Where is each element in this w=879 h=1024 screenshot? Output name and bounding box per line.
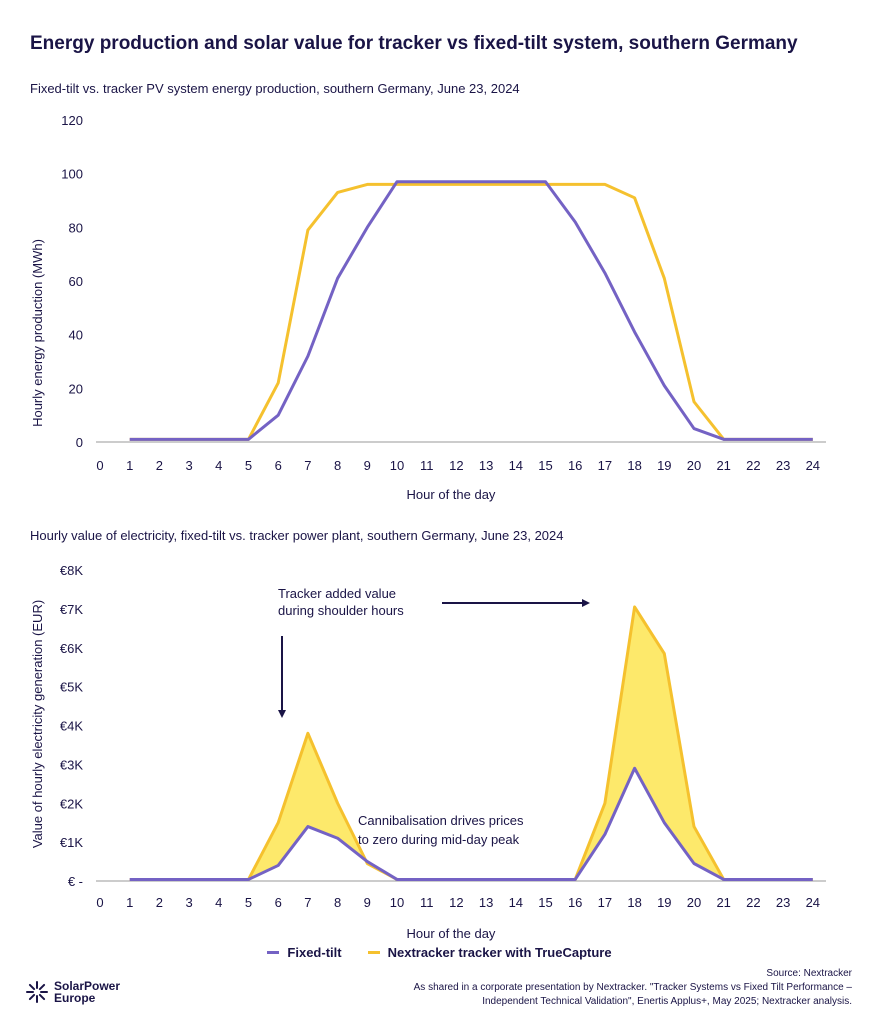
y-tick-label: €2K [60,796,83,811]
legend-label-fixed: Fixed-tilt [287,945,342,960]
cannibal-annotation-line1: Cannibalisation drives prices [358,813,524,828]
x-tick-label: 9 [364,895,371,910]
x-tick-label: 1 [126,895,133,910]
legend-swatch-tracker [367,951,380,954]
x-tick-label: 14 [509,895,523,910]
x-tick-label: 9 [364,458,371,473]
x-tick-label: 13 [479,458,493,473]
legend-item-fixed: Fixed-tilt [267,945,342,960]
x-tick-label: 22 [746,458,760,473]
y-tick-label: 60 [69,274,83,289]
x-tick-label: 19 [657,458,671,473]
x-tick-label: 5 [245,895,252,910]
page-title: Energy production and solar value for tr… [30,33,798,54]
x-tick-label: 10 [390,895,404,910]
x-tick-label: 5 [245,458,252,473]
y-tick-label: €1K [60,835,83,850]
y-tick-label: 100 [61,167,83,182]
source-line3: Independent Technical Validation", Enert… [482,996,852,1007]
x-tick-label: 12 [449,895,463,910]
x-tick-label: 7 [304,895,311,910]
x-tick-label: 18 [627,458,641,473]
x-tick-label: 8 [334,895,341,910]
legend: Fixed-tilt Nextracker tracker with TrueC… [0,945,879,960]
y-tick-label: €3K [60,757,83,772]
legend-item-tracker: Nextracker tracker with TrueCapture [367,945,612,960]
x-tick-label: 11 [420,458,434,473]
shoulder-annotation-line1: Tracker added value [278,586,396,601]
x-tick-label: 23 [776,895,790,910]
x-tick-label: 21 [716,895,730,910]
x-tick-label: 19 [657,895,671,910]
x-tick-label: 14 [509,458,523,473]
x-tick-label: 24 [806,895,820,910]
y-tick-label: €7K [60,602,83,617]
logo-line2: Europe [54,991,96,1005]
x-tick-label: 6 [275,458,282,473]
x-tick-label: 11 [420,895,434,910]
y-axis-label: Value of hourly electricity generation (… [30,600,45,848]
x-tick-label: 17 [598,458,612,473]
x-tick-label: 1 [126,458,133,473]
y-tick-label: 0 [76,435,83,450]
y-tick-label: 80 [69,220,83,235]
x-axis-label: Hour of the day [407,926,496,941]
source-note: Source: Nextracker As shared in a corpor… [332,967,852,1009]
shoulder-annotation-line2: during shoulder hours [278,603,404,618]
solarpower-europe-logo: SolarPower Europe [26,980,120,1004]
x-tick-label: 13 [479,895,493,910]
x-tick-label: 20 [687,895,701,910]
series-line-fixed-tilt [129,766,813,881]
x-tick-label: 0 [96,895,103,910]
logo-line1: SolarPower [54,979,121,993]
tracker-added-value-area [129,606,813,880]
y-tick-label: €8K [60,563,83,578]
sun-burst-icon [26,981,48,1003]
x-tick-label: 2 [156,458,163,473]
x-tick-label: 24 [806,458,820,473]
x-tick-label: 16 [568,458,582,473]
y-axis-label: Hourly energy production (MWh) [30,239,45,427]
legend-swatch-fixed [267,951,280,954]
y-tick-label: 120 [61,113,83,128]
x-tick-label: 16 [568,895,582,910]
cannibal-annotation-line2: to zero during mid-day peak [358,832,520,847]
x-tick-label: 0 [96,458,103,473]
x-tick-label: 4 [215,895,222,910]
y-tick-label: €6K [60,641,83,656]
series-line-tracker [129,182,813,441]
x-axis-label: Hour of the day [407,487,496,502]
y-tick-label: 20 [69,381,83,396]
x-tick-label: 4 [215,458,222,473]
x-tick-label: 7 [304,458,311,473]
x-tick-label: 12 [449,458,463,473]
chart1-title: Fixed-tilt vs. tracker PV system energy … [30,81,520,96]
x-tick-label: 10 [390,458,404,473]
electricity-value-chart: € -€1K€2K€3K€4K€5K€6K€7K€8K 0 1 2 3 4 5 6 7 8 9 10… [30,563,826,941]
x-tick-label: 3 [185,895,192,910]
legend-label-tracker: Nextracker tracker with TrueCapture [387,945,612,960]
x-tick-label: 18 [627,895,641,910]
x-tick-label: 6 [275,895,282,910]
source-line2: As shared in a corporate presentation by… [413,982,852,993]
series-line-fixed-tilt [129,180,813,441]
x-tick-label: 3 [185,458,192,473]
x-tick-label: 20 [687,458,701,473]
x-tick-label: 21 [716,458,730,473]
x-tick-label: 22 [746,895,760,910]
x-tick-label: 8 [334,458,341,473]
x-tick-label: 17 [598,895,612,910]
x-tick-label: 15 [538,895,552,910]
y-tick-label: €5K [60,680,83,695]
x-tick-label: 23 [776,458,790,473]
x-tick-label: 15 [538,458,552,473]
y-tick-label: €4K [60,719,83,734]
x-tick-label: 2 [156,895,163,910]
chart2-title: Hourly value of electricity, fixed-tilt … [30,528,564,543]
source-line1: Source: Nextracker [766,968,852,979]
y-tick-label: 40 [69,328,83,343]
y-tick-label: € - [68,874,83,889]
